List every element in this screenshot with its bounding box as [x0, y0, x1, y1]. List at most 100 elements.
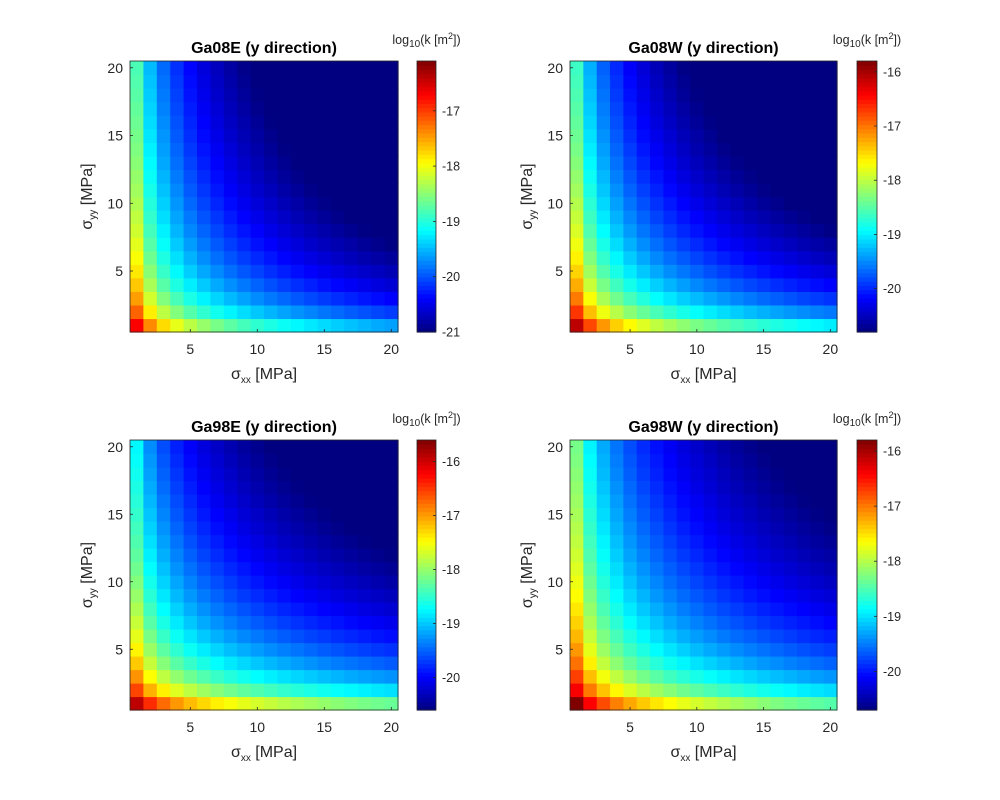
colorbar-segment [857, 323, 877, 329]
heatmap-cell [730, 642, 745, 657]
heatmap-cell [783, 629, 798, 644]
heatmap-cell [623, 250, 638, 265]
colorbar-segment [417, 111, 436, 117]
heatmap-cell [583, 237, 598, 252]
heatmap-cell [210, 467, 225, 482]
heatmap-cell [770, 318, 785, 333]
heatmap-cell [237, 440, 252, 455]
heatmap-cell [623, 494, 638, 509]
colorbar-segment [417, 629, 436, 635]
heatmap-cell [690, 182, 705, 198]
heatmap-cell [783, 467, 798, 482]
heatmap-cell [223, 629, 238, 644]
heatmap-cell [183, 74, 198, 89]
colorbar-segment [417, 86, 436, 92]
heatmap-cell [183, 615, 198, 630]
heatmap-cell [197, 237, 211, 252]
colorbar-segment [857, 456, 877, 462]
colorbar-segment [857, 209, 877, 215]
heatmap-cell [623, 507, 638, 522]
colorbar-segment [857, 200, 877, 206]
colorbar-segment [857, 676, 877, 682]
heatmap-cell [770, 534, 785, 549]
heatmap-cell [810, 534, 825, 549]
heatmap-cell [770, 237, 785, 252]
heatmap-cell [277, 318, 292, 333]
heatmap-cell [703, 669, 718, 684]
heatmap-cell [730, 575, 745, 590]
heatmap-cell [596, 155, 611, 170]
heatmap-cell [210, 264, 225, 279]
heatmap-cell [783, 602, 798, 617]
heatmap-cell [130, 142, 144, 157]
heatmap-cell [130, 683, 144, 698]
heatmap-cell [690, 210, 705, 225]
heatmap-cell [277, 453, 292, 468]
heatmap-cell [676, 494, 691, 509]
heatmap-cell [237, 548, 252, 563]
heatmap-cell [290, 74, 305, 89]
colorbar-segment [417, 499, 436, 504]
heatmap-cell [690, 588, 705, 603]
colorbar-segment [857, 238, 877, 244]
heatmap-cell [676, 521, 691, 536]
colorbar-segment [417, 693, 436, 698]
colorbar-segment [857, 306, 877, 312]
heatmap-cell [237, 629, 252, 644]
heatmap-cell [317, 318, 332, 333]
heatmap-cell [796, 250, 811, 265]
heatmap-cell [823, 480, 838, 495]
heatmap-cell [636, 291, 651, 306]
colorbar-segment [417, 327, 436, 333]
heatmap-cell [583, 480, 598, 495]
colorbar-segment [857, 642, 877, 648]
heatmap-cell [743, 128, 758, 143]
heatmap-cell [743, 521, 758, 536]
heatmap-cell [743, 264, 758, 279]
colorbar-segment [417, 183, 436, 189]
heatmap-cell [650, 561, 665, 576]
heatmap-cell [583, 561, 598, 576]
heatmap-cell [143, 74, 158, 89]
heatmap-cell [371, 521, 386, 536]
colorbar-segment [417, 600, 436, 606]
colorbar-segment [417, 272, 436, 278]
heatmap-cell [770, 440, 785, 455]
heatmap-cell [183, 182, 198, 198]
heatmap-cell [143, 494, 158, 509]
heatmap-cell [304, 304, 319, 320]
heatmap-cell [250, 115, 265, 130]
colorbar-segment [857, 137, 877, 143]
heatmap-cell [770, 223, 785, 238]
heatmap-cell [156, 88, 171, 103]
colorbar-segment [857, 655, 877, 660]
heatmap-cell [371, 669, 386, 684]
heatmap-cell [130, 453, 144, 468]
colorbar-segment [417, 268, 436, 274]
colorbar-segment [417, 621, 436, 627]
heatmap-cell [730, 61, 745, 76]
colorbar-title: log10(k [m2]) [833, 31, 901, 50]
heatmap-cell [810, 318, 825, 333]
colorbar-segment [857, 255, 877, 261]
heatmap-cell [223, 101, 238, 116]
heatmap-cell [663, 453, 678, 468]
heatmap-cell [223, 561, 238, 576]
heatmap-cell [304, 223, 319, 238]
heatmap-cell [570, 696, 584, 711]
colorbar-segment [857, 490, 877, 496]
x-axis-label: σxx [MPa] [670, 366, 736, 386]
heatmap-cell [170, 602, 185, 617]
heatmap-cell [796, 602, 811, 617]
colorbar-segment [417, 507, 436, 513]
heatmap-cell [156, 642, 171, 657]
heatmap-cell [143, 683, 158, 698]
heatmap-cell [264, 169, 278, 184]
colorbar-segment [857, 124, 877, 130]
colorbar-segment [857, 650, 877, 656]
heatmap-cell [583, 88, 598, 103]
heatmap-cell [650, 318, 665, 333]
heatmap-cell [237, 155, 252, 170]
heatmap-cell [183, 575, 198, 590]
heatmap-cell [663, 237, 678, 252]
